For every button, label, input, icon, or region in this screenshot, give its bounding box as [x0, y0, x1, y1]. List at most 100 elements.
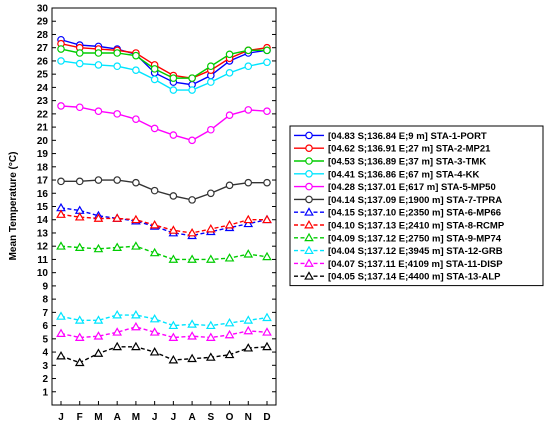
y-tick-label: 13: [37, 228, 49, 239]
legend-label: [04.83 S;136.84 E;9 m] STA-1-PORT: [328, 131, 487, 142]
data-point: [131, 341, 141, 351]
legend-item: [04.04 S;137.12 E;3945 m] STA-12-GRB: [294, 245, 503, 257]
legend-marker: [305, 157, 313, 165]
data-point: [149, 220, 160, 229]
data-point: [243, 315, 254, 324]
y-tick-label: 7: [42, 308, 48, 319]
legend-label: [04.53 S;136.89 E;37 m] STA-3-TMK: [328, 157, 486, 168]
plot-area: [51, 7, 277, 406]
legend-item: [04.07 S;137.11 E;4109 m] STA-11-DISP: [294, 258, 503, 270]
legend-label: [04.04 S;137.12 E;3945 m] STA-12-GRB: [328, 246, 503, 257]
data-point: [150, 124, 159, 133]
data-point: [187, 227, 197, 237]
data-point: [112, 242, 123, 251]
series-12: [56, 341, 272, 367]
data-point: [93, 348, 104, 357]
data-point: [205, 223, 216, 233]
y-tick-label: 8: [42, 295, 48, 306]
data-point: [113, 62, 121, 71]
data-point: [188, 86, 196, 94]
y-tick-label: 5: [42, 334, 48, 345]
data-point: [205, 352, 216, 361]
data-point: [207, 189, 215, 198]
y-tick-label: 29: [37, 17, 49, 28]
data-point: [132, 51, 140, 60]
data-point: [57, 45, 65, 53]
legend-marker: [304, 271, 314, 280]
data-point: [262, 214, 272, 224]
legend-item: [04.14 S;137.09 E;1900 m] STA-7-TPRA: [294, 195, 502, 206]
x-tick-label: M: [94, 412, 102, 423]
data-point: [56, 311, 66, 320]
data-point: [188, 74, 196, 82]
data-point: [225, 181, 234, 190]
data-point: [94, 176, 103, 184]
data-point: [149, 247, 160, 257]
legend-label: [04.28 S;137.01 E;617 m] STA-5-MP50: [328, 182, 496, 193]
y-tick-label: 18: [37, 162, 49, 173]
data-point: [262, 312, 272, 322]
legend-item: [04.53 S;136.89 E;37 m] STA-3-TMK: [294, 157, 486, 168]
y-tick-label: 17: [37, 176, 49, 187]
data-point: [224, 329, 235, 339]
data-point: [57, 57, 65, 65]
y-tick-label: 4: [42, 348, 48, 359]
data-point: [187, 319, 197, 328]
data-point: [205, 254, 216, 263]
data-point: [113, 176, 121, 184]
data-point: [168, 332, 179, 341]
y-tick-label: 26: [37, 56, 49, 67]
data-point: [207, 125, 215, 134]
x-tick-label: N: [245, 412, 252, 423]
legend-label: [04.09 S;137.12 E;2750 m] STA-9-MP74: [328, 233, 502, 244]
legend-marker: [305, 131, 313, 140]
data-point: [56, 351, 66, 360]
data-point: [94, 61, 103, 69]
data-point: [57, 177, 65, 186]
data-point: [263, 107, 271, 116]
data-point: [225, 50, 234, 59]
data-point: [263, 46, 271, 55]
data-point: [205, 332, 216, 341]
data-point: [243, 249, 254, 258]
data-point: [262, 327, 272, 336]
legend-label: [04.15 S;137.10 E;2350 m] STA-6-MP66: [328, 208, 501, 219]
series-6: [57, 176, 271, 204]
series-8: [56, 209, 272, 237]
legend-item: [04.10 S;137.13 E;2410 m] STA-8-RCMP: [294, 219, 505, 232]
y-tick-label: 20: [37, 136, 49, 147]
data-point: [112, 341, 123, 351]
data-point: [75, 103, 84, 112]
data-point: [169, 74, 178, 82]
series-3: [57, 45, 271, 82]
data-point: [205, 320, 216, 330]
y-tick-label: 21: [37, 123, 49, 134]
legend-marker: [304, 207, 314, 216]
data-point: [112, 327, 123, 336]
data-point: [74, 332, 85, 341]
data-point: [224, 317, 235, 327]
y-tick-label: 30: [37, 4, 49, 15]
data-point: [262, 251, 272, 261]
data-point: [113, 110, 121, 118]
series-line: [60, 314, 268, 327]
legend-marker: [305, 170, 313, 178]
y-tick-label: 11: [37, 255, 48, 266]
x-tick-label: D: [263, 412, 270, 423]
legend-label: [04.14 S;137.09 E;1900 m] STA-7-TPRA: [328, 195, 502, 206]
series-9: [56, 241, 272, 263]
data-point: [93, 331, 104, 340]
data-point: [169, 192, 178, 200]
legend-item: [04.41 S;136.86 E;67 m] STA-4-KK: [294, 169, 479, 180]
data-point: [169, 86, 178, 94]
data-point: [168, 320, 179, 330]
legend-marker: [305, 144, 313, 153]
data-point: [93, 213, 104, 222]
data-point: [224, 220, 235, 229]
x-tick-label: A: [114, 412, 121, 423]
y-tick-label: 28: [37, 30, 49, 41]
y-axis-title: Mean Temperature (°C): [8, 152, 19, 261]
data-point: [225, 69, 234, 77]
